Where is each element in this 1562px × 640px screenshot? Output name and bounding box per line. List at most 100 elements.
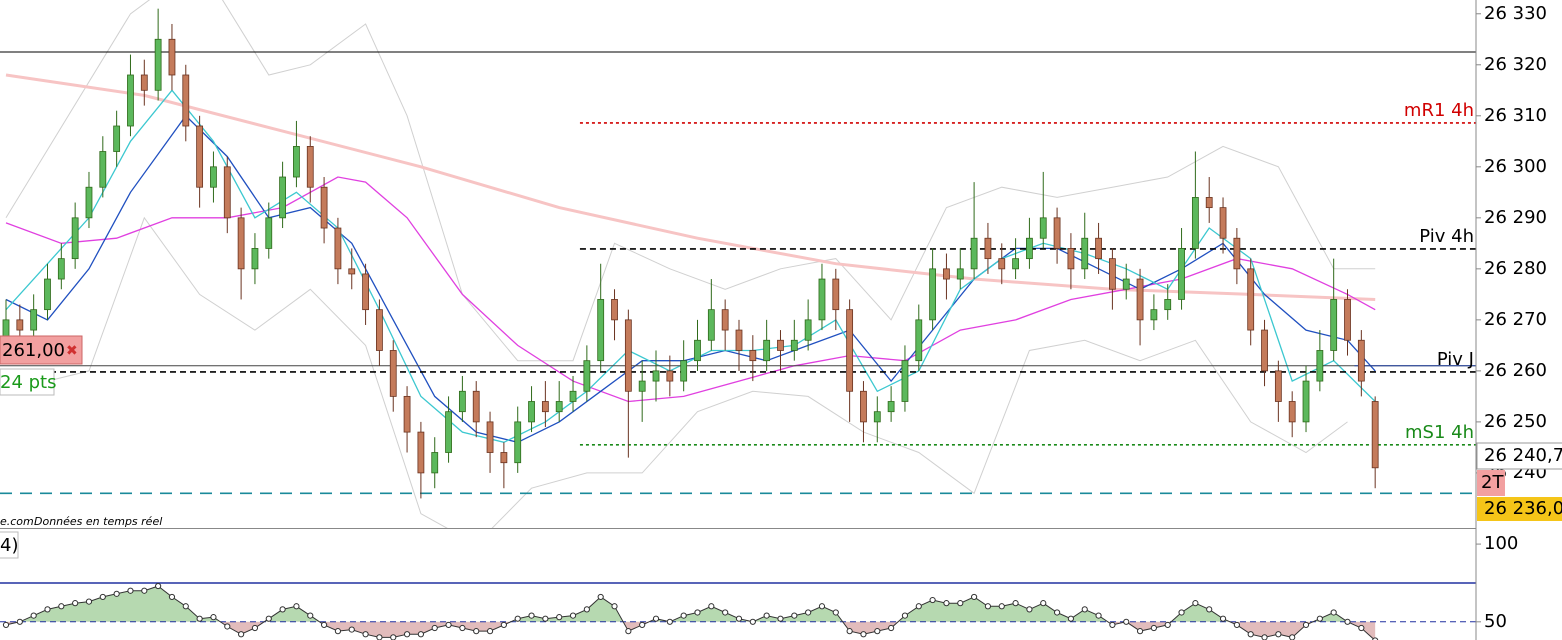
rsi-point [846,628,853,635]
rsi-point [597,593,604,601]
candle-body [860,390,867,423]
rsi-point [182,603,189,610]
rsi-title-box [0,531,19,559]
candle-body [472,390,480,423]
candle-body [984,237,992,260]
candle-body [1247,268,1255,331]
rsi-tick-label: 100 [1484,533,1518,554]
order-label-box [0,335,83,365]
candle-body [348,268,356,275]
candle-body [1095,237,1102,260]
rsi-point [486,628,494,635]
rsi-point [542,615,549,622]
candle-body [956,268,964,280]
rsi-point [528,612,535,619]
candle-body [210,166,217,188]
rsi-point [168,593,176,601]
candle-body [182,74,190,127]
rsi-point [99,593,106,601]
level-label: Piv 4h [1419,226,1474,247]
rsi-point [860,631,867,638]
candle-body [293,146,300,178]
rsi-point [251,624,259,632]
rsi-point [1289,634,1296,640]
rsi-title: 4) [0,535,18,556]
rsi-point [514,615,521,622]
rsi-area-below [6,621,1376,640]
rsi-point [1275,631,1282,638]
last-price: 26 240,7 [1484,445,1562,466]
level-label: mR1 4h [1404,100,1474,121]
rsi-point [376,634,383,640]
candle-body [113,125,121,152]
candle-body [583,360,591,392]
rsi-point [1206,606,1213,613]
rsi-point [818,603,826,610]
candle-body [970,237,978,270]
rsi-point [44,606,51,613]
bid-price: 26 236,00 [1484,498,1562,519]
rsi-point [611,603,618,610]
candle-body [389,350,397,397]
rsi-point [1330,609,1337,616]
rsi-point [1192,600,1199,607]
timeframe: 2T [1481,472,1504,493]
rsi-point [1358,624,1365,632]
rsi-point [1164,621,1171,629]
candle-body [1371,401,1379,469]
rsi-point [556,614,563,621]
rsi-point [583,606,590,613]
rsi-point [196,615,203,622]
rsi-point [238,631,245,638]
rsi-point [708,603,715,610]
candle-body [597,299,605,362]
rsi-point [473,628,480,635]
candle-body [196,125,204,188]
rsi-point [2,621,10,629]
rsi-point [72,600,79,607]
rsi-point [929,596,936,604]
candle-body [1164,299,1172,311]
candle-body [707,309,715,341]
candle-body [1274,370,1282,402]
candle-body [154,38,162,91]
candle-body [44,278,51,311]
order-box[interactable]: 261,00 ✖ [0,335,83,365]
rsi-plot [0,582,1476,640]
rsi-point [113,590,120,597]
y-tick-label: 26 270 [1484,309,1547,330]
source-site: e.com [0,515,34,528]
rsi-point [971,593,978,601]
rsi-point [805,609,812,616]
candle-body [1302,380,1310,423]
candle-body [832,278,840,311]
order-label: 261,00 [2,340,65,361]
candle-body [431,452,439,474]
rsi-point [1081,606,1088,613]
order-close[interactable]: ✖ [66,343,78,359]
candle-body [57,258,65,280]
rsi-point [307,612,314,619]
rsi-point [431,624,438,632]
y-tick-label: 26 280 [1484,258,1547,279]
candle-body [818,278,826,321]
rsi-point [943,600,950,607]
rsi-point [957,600,964,607]
rsi-point [1344,618,1351,625]
y-tick-label: 26 260 [1484,360,1547,381]
candle-body [528,401,535,423]
level-label: mS1 4h [1405,422,1474,443]
y-tick-label: 26 320 [1484,54,1547,75]
rsi-point [141,587,148,594]
candle-body [1039,217,1047,239]
rsi-point [279,606,286,613]
rsi-point [874,628,881,635]
rsi-point [735,615,743,622]
candle-body [16,319,24,331]
candle-body [223,166,231,219]
rsi-point [417,631,424,638]
rsi-point [85,598,93,605]
rsi-area-above [6,586,1376,622]
